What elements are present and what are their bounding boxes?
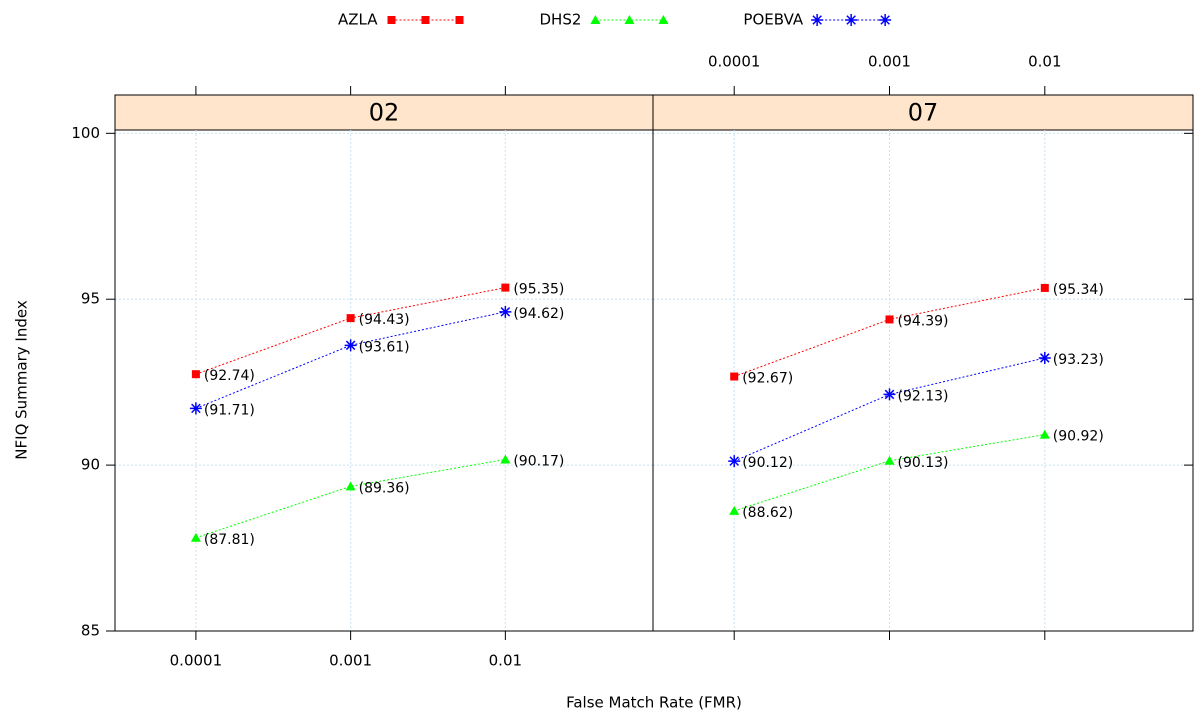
value-label: (89.36)	[359, 480, 410, 496]
value-label: (90.17)	[513, 453, 564, 469]
value-label: (93.23)	[1053, 352, 1104, 368]
point	[421, 16, 430, 24]
y-tick-label: 90	[81, 456, 100, 474]
y-tick-label: 85	[81, 622, 100, 640]
point	[811, 14, 824, 26]
point	[1039, 429, 1050, 439]
value-label: (91.71)	[204, 402, 255, 418]
y-tick-label: 100	[71, 124, 100, 142]
point	[884, 455, 895, 465]
point	[730, 372, 739, 381]
point	[624, 15, 635, 24]
point	[387, 16, 396, 24]
point	[883, 388, 896, 401]
value-label: (94.43)	[359, 312, 410, 328]
point	[590, 15, 601, 24]
value-label: (95.35)	[513, 282, 564, 298]
point	[189, 402, 202, 415]
x-tick-label: 0.001	[868, 53, 911, 71]
plot-frame	[114, 94, 1194, 632]
x-tick-label: 0.0001	[170, 652, 223, 670]
point	[499, 305, 512, 318]
legend-label: DHS2	[540, 11, 582, 29]
y-tick-label: 95	[81, 290, 100, 308]
value-label: (94.39)	[898, 313, 949, 329]
point	[1040, 283, 1049, 292]
point	[190, 532, 201, 542]
point	[879, 14, 892, 26]
value-label: (94.62)	[513, 306, 564, 322]
value-label: (95.34)	[1053, 282, 1104, 298]
value-label: (93.61)	[359, 339, 410, 355]
value-label: (92.13)	[898, 388, 949, 404]
point	[728, 455, 741, 468]
value-label: (90.92)	[1053, 429, 1104, 445]
x-tick-label: 0.01	[489, 652, 522, 670]
series-line	[734, 434, 1045, 512]
strip	[652, 94, 1194, 131]
panel-title: 02	[369, 99, 400, 127]
point	[658, 15, 669, 24]
point	[885, 315, 894, 324]
legend-label: AZLA	[338, 11, 378, 29]
x-tick-label: 0.0001	[708, 53, 761, 71]
value-label: (87.81)	[204, 532, 255, 548]
point	[344, 339, 357, 352]
series-line	[195, 311, 506, 409]
x-tick-label: 0.001	[329, 652, 372, 670]
x-tick-label: 0.01	[1028, 53, 1061, 71]
legend-label: POEBVA	[743, 11, 803, 29]
value-label: (92.74)	[204, 368, 255, 384]
point	[455, 16, 464, 24]
point	[346, 314, 355, 323]
point	[500, 454, 511, 464]
value-label: (92.67)	[742, 371, 793, 387]
point	[845, 14, 858, 26]
x-axis-label: False Match Rate (FMR)	[566, 694, 742, 712]
point	[501, 283, 510, 292]
point	[729, 505, 740, 515]
point	[345, 481, 356, 491]
value-label: (88.62)	[742, 505, 793, 521]
y-axis-label: NFIQ Summary Index	[13, 300, 31, 460]
value-label: (90.13)	[898, 455, 949, 471]
point	[1038, 351, 1051, 364]
point	[191, 370, 200, 379]
panel-title: 07	[908, 99, 939, 127]
value-label: (90.12)	[742, 455, 793, 471]
strip	[114, 94, 654, 131]
